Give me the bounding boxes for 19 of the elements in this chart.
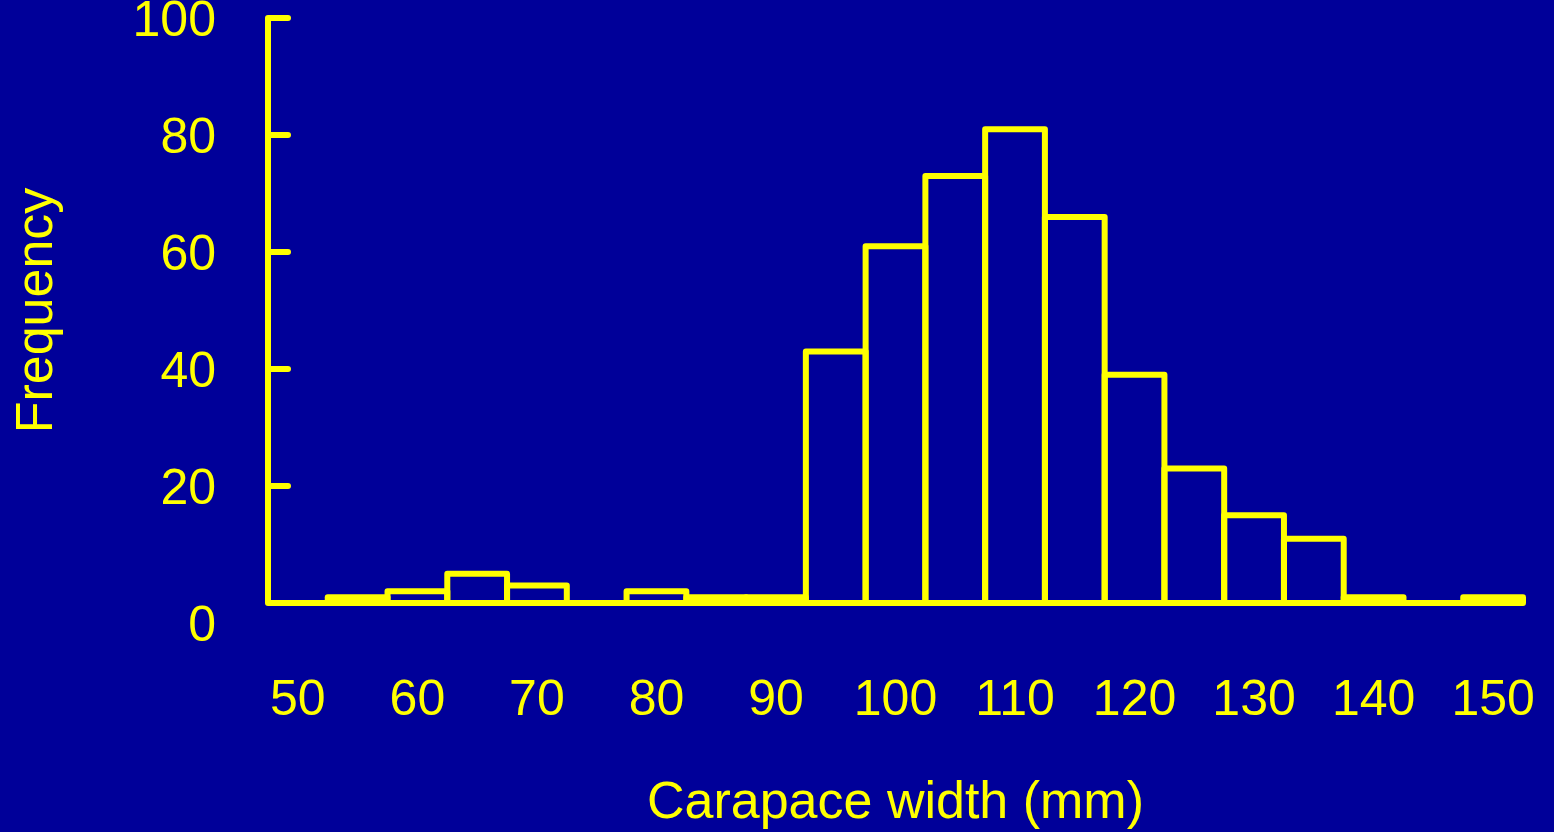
y-tick-label: 40 (160, 342, 216, 398)
x-tick-label: 60 (389, 670, 446, 726)
y-tick-label: 20 (160, 459, 216, 515)
x-tick-label: 100 (853, 670, 938, 726)
x-tick-label: 80 (628, 670, 685, 726)
y-axis-title: Frequency (5, 187, 63, 434)
y-tick-label: 60 (160, 225, 216, 281)
y-tick-label: 80 (160, 108, 216, 164)
x-tick-label: 90 (748, 670, 804, 726)
x-tick-label: 50 (270, 670, 326, 726)
x-tick-label: 150 (1451, 670, 1535, 726)
x-axis-title: Carapace width (mm) (646, 771, 1145, 829)
x-tick-label: 70 (509, 670, 565, 726)
y-tick-label: 0 (188, 596, 216, 652)
x-tick-label: 140 (1331, 670, 1416, 726)
x-tick-label: 120 (1092, 670, 1177, 726)
x-tick-label: 110 (975, 670, 1055, 726)
x-tick-label: 130 (1212, 670, 1296, 726)
y-tick-label: 100 (132, 0, 216, 47)
